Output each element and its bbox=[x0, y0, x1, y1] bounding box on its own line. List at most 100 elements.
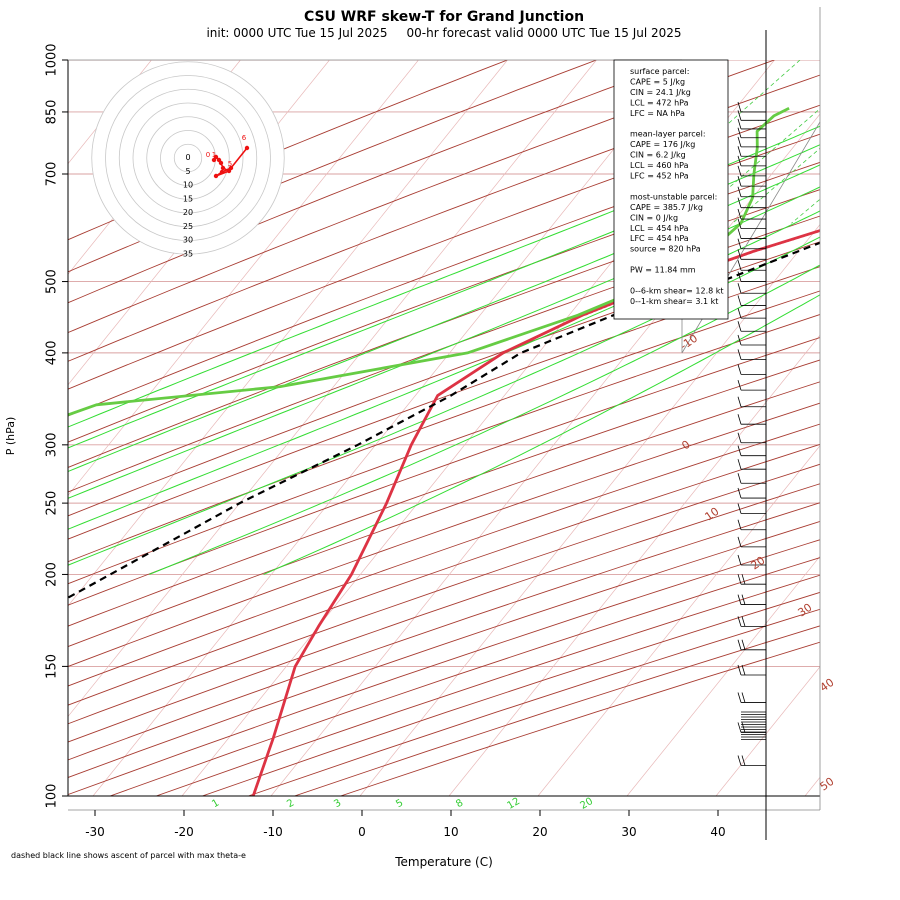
wind-barb-flag bbox=[737, 722, 742, 733]
stats-line: mean-layer parcel: bbox=[630, 130, 706, 139]
wind-barb bbox=[737, 249, 766, 260]
wind-barb bbox=[737, 307, 766, 319]
stats-line: CIN = 6.2 J/kg bbox=[630, 151, 686, 160]
stats-line: 0--1-km shear= 3.1 kt bbox=[630, 297, 718, 306]
wind-barb bbox=[737, 664, 766, 676]
wind-barb-flag bbox=[737, 594, 742, 605]
wind-barb-flag bbox=[737, 473, 742, 484]
wind-barb-flag bbox=[741, 594, 746, 605]
x-tick-label: 10 bbox=[443, 825, 458, 839]
wind-barb bbox=[737, 260, 766, 271]
wind-barb-flag bbox=[737, 459, 742, 470]
dry-adiabat-line bbox=[68, 423, 820, 687]
isotherm-label: 30 bbox=[796, 601, 815, 620]
wind-barb bbox=[737, 594, 766, 605]
isotherm-line bbox=[270, 113, 820, 796]
stats-line: CIN = 0 J/kg bbox=[630, 213, 678, 222]
wind-barb bbox=[737, 459, 766, 470]
hodograph-point bbox=[244, 145, 250, 151]
wind-barbs bbox=[737, 30, 767, 840]
hodograph-point-label: 0 bbox=[206, 151, 210, 159]
isotherm-line bbox=[894, 60, 900, 796]
isotherm-label: -10 bbox=[678, 332, 700, 353]
x-axis-label: Temperature (C) bbox=[394, 855, 493, 869]
hodograph-point-label: 5 bbox=[228, 160, 232, 168]
hodograph-point bbox=[228, 165, 234, 171]
stats-line: LFC = 454 hPa bbox=[630, 234, 689, 243]
temperature-trace bbox=[251, 229, 820, 796]
wind-barb bbox=[737, 380, 766, 391]
wind-barb bbox=[737, 432, 766, 444]
isotherm-label: 20 bbox=[749, 554, 768, 573]
isotherm-line bbox=[448, 334, 820, 796]
chart-title: CSU WRF skew-T for Grand Junction bbox=[304, 9, 584, 25]
stats-line: surface parcel: bbox=[630, 67, 689, 76]
wind-barb-flag bbox=[737, 536, 742, 548]
wind-barb bbox=[737, 445, 766, 457]
y-tick-label: 250 bbox=[45, 491, 60, 516]
isotherm-line bbox=[359, 224, 820, 796]
y-tick-label: 200 bbox=[45, 562, 60, 587]
hodograph-point-label: 1 bbox=[212, 151, 216, 159]
hodograph-ring-label: 5 bbox=[185, 167, 190, 176]
wind-barb-flag bbox=[737, 616, 742, 627]
isotherm-line bbox=[537, 445, 820, 796]
x-tick-label: -20 bbox=[174, 825, 194, 839]
wind-barb-flag bbox=[737, 307, 742, 319]
y-tick-label: 400 bbox=[45, 340, 60, 365]
moist-adiabat-line bbox=[149, 264, 820, 575]
isotherm-line bbox=[68, 60, 419, 496]
hodograph-point bbox=[218, 160, 224, 166]
x-tick-label: 0 bbox=[358, 825, 366, 839]
wind-barb bbox=[737, 110, 766, 121]
wind-barb-flag bbox=[737, 554, 742, 566]
wind-barb bbox=[737, 487, 766, 499]
wind-barb-flag bbox=[737, 396, 742, 407]
dry-adiabat-line bbox=[68, 314, 820, 585]
wind-barb-flag bbox=[737, 334, 742, 346]
wind-barb bbox=[737, 228, 766, 239]
y-tick-label: 150 bbox=[45, 654, 60, 679]
hodograph-ring bbox=[91, 61, 285, 255]
dry-adiabat-line bbox=[68, 104, 820, 390]
wind-barb bbox=[737, 364, 766, 375]
wind-barb bbox=[737, 238, 766, 250]
wind-barb-flag bbox=[737, 208, 742, 220]
wind-barb bbox=[737, 165, 766, 177]
y-tick-label: 100 bbox=[45, 784, 60, 809]
moist-adiabat-line bbox=[68, 236, 820, 566]
dry-adiabat-line bbox=[68, 161, 820, 443]
chart-subtitle: init: 0000 UTC Tue 15 Jul 2025 00-hr for… bbox=[206, 26, 681, 40]
mixing-ratio-label: 12 bbox=[505, 796, 522, 812]
hodograph-ring-label: 20 bbox=[183, 208, 193, 217]
stats-line: LCL = 454 hPa bbox=[630, 224, 689, 233]
wind-barb-flag bbox=[737, 175, 742, 187]
wind-barb-flag bbox=[737, 503, 742, 514]
x-tick-label: -10 bbox=[263, 825, 283, 839]
y-tick-label: 300 bbox=[45, 432, 60, 457]
moist-adiabat-line bbox=[68, 125, 820, 428]
isotherm-line bbox=[68, 60, 508, 607]
wind-barb bbox=[737, 473, 766, 484]
wind-barb bbox=[737, 554, 766, 566]
wind-barb-flag bbox=[737, 574, 742, 585]
mixing-ratio-line bbox=[791, 198, 820, 224]
mixing-ratio-label: 20 bbox=[578, 796, 595, 812]
wind-barb-flag bbox=[741, 664, 746, 676]
hodograph-ring bbox=[173, 143, 203, 173]
hodograph-point bbox=[219, 169, 225, 175]
wind-barb-flag bbox=[737, 218, 742, 229]
wind-barb bbox=[737, 118, 766, 130]
wind-barb-flag bbox=[741, 639, 746, 650]
dry-adiabat-line bbox=[68, 402, 820, 668]
wind-barb bbox=[737, 101, 766, 113]
wind-barb bbox=[737, 271, 766, 282]
hodograph-ring-label: 10 bbox=[183, 181, 193, 190]
stats-line: most-unstable parcel: bbox=[630, 192, 717, 201]
wind-barb bbox=[737, 136, 766, 148]
wind-barb bbox=[737, 146, 766, 157]
mixing-ratio-label: 5 bbox=[394, 797, 405, 810]
x-tick-label: 40 bbox=[710, 825, 725, 839]
mixing-ratio-label: 2 bbox=[285, 797, 296, 810]
